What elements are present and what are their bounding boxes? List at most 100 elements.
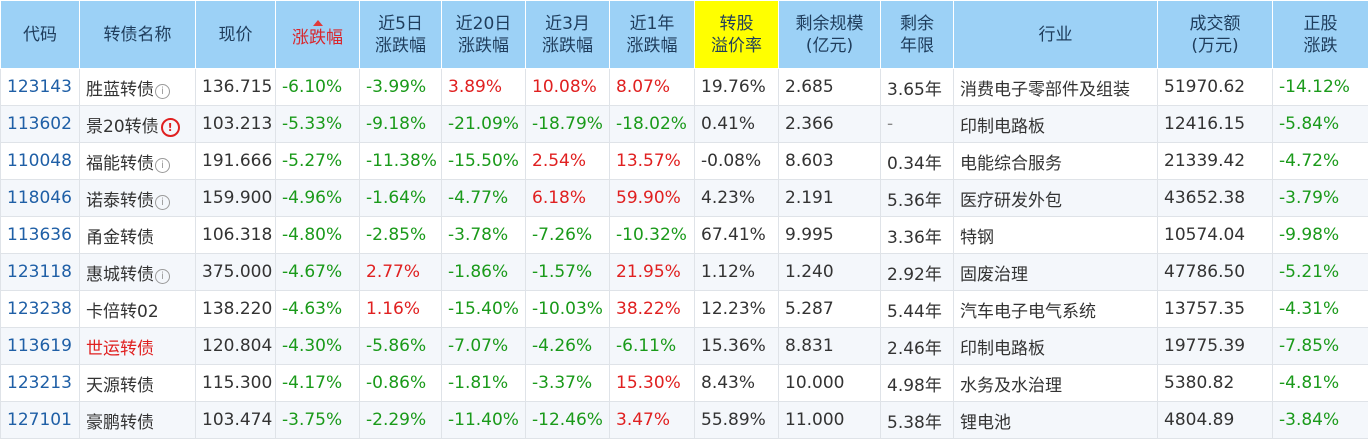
- column-header[interactable]: 近1年 涨跌幅: [609, 0, 695, 69]
- column-header[interactable]: 近3月 涨跌幅: [525, 0, 610, 69]
- column-header[interactable]: 转债名称: [79, 0, 196, 69]
- bond-name[interactable]: 卡倍转02: [79, 290, 196, 328]
- change-5d: -2.29%: [359, 401, 442, 439]
- turnover: 47786.50: [1157, 253, 1273, 291]
- table-row[interactable]: 113619 世运转债 120.804 -4.30% -5.86% -7.07% -4.26…: [0, 327, 1368, 365]
- bond-code[interactable]: 118046: [0, 179, 80, 217]
- bond-name-text[interactable]: 诺泰转债: [86, 190, 154, 211]
- price: 103.213: [195, 105, 276, 143]
- bond-code[interactable]: 113602: [0, 105, 80, 143]
- warning-icon[interactable]: !: [160, 117, 180, 137]
- remaining-scale: 8.831: [778, 327, 881, 365]
- bond-name[interactable]: 诺泰转债 i: [79, 179, 196, 217]
- bond-code[interactable]: 113619: [0, 327, 80, 365]
- remaining-scale: 1.240: [778, 253, 881, 291]
- conversion-premium: 15.36%: [694, 327, 779, 365]
- bond-name[interactable]: 豪鹏转债: [79, 401, 196, 439]
- remaining-years: 4.98年: [880, 364, 954, 402]
- column-header[interactable]: 行业: [953, 0, 1158, 69]
- table-row[interactable]: 127101 豪鹏转债 103.474 -3.75% -2.29% -11.40% -12.…: [0, 401, 1368, 439]
- change-1y: -18.02%: [609, 105, 695, 143]
- table-row[interactable]: 123238 卡倍转02 138.220 -4.63% 1.16% -15.40% -10.…: [0, 290, 1368, 328]
- column-header[interactable]: 正股 涨跌: [1272, 0, 1368, 69]
- bond-code[interactable]: 123238: [0, 290, 80, 328]
- bond-name[interactable]: 世运转债: [79, 327, 196, 365]
- remaining-years: 5.44年: [880, 290, 954, 328]
- column-header[interactable]: 近5日 涨跌幅: [359, 0, 442, 69]
- change-20d: 3.89%: [441, 68, 526, 106]
- sort-up-icon: [312, 20, 323, 26]
- conversion-premium: 55.89%: [694, 401, 779, 439]
- remaining-years: 5.36年: [880, 179, 954, 217]
- table-row[interactable]: 110048 福能转债 i 191.666 -5.27% -11.38% -15.50% 2.…: [0, 142, 1368, 180]
- bond-code[interactable]: 123118: [0, 253, 80, 291]
- remaining-years: 0.34年: [880, 142, 954, 180]
- bond-name-text[interactable]: 景20转债: [86, 116, 159, 137]
- change-pct: -4.80%: [275, 216, 360, 254]
- change-3m: 10.08%: [525, 68, 610, 106]
- bond-name[interactable]: 天源转债: [79, 364, 196, 402]
- table-row[interactable]: 123143 胜蓝转债 i 136.715 -6.10% -3.99% 3.89% 10.08…: [0, 68, 1368, 106]
- change-pct: -4.96%: [275, 179, 360, 217]
- table-row[interactable]: 113602 景20转债! 103.213 -5.33% -9.18% -21.09% -1…: [0, 105, 1368, 143]
- bond-name[interactable]: 惠城转债 i: [79, 253, 196, 291]
- column-header[interactable]: 剩余规模 (亿元): [778, 0, 881, 69]
- change-5d: 1.16%: [359, 290, 442, 328]
- bond-code[interactable]: 110048: [0, 142, 80, 180]
- stock-change: -7.85%: [1272, 327, 1368, 365]
- column-header[interactable]: 转股 溢价率: [694, 0, 779, 69]
- bond-code[interactable]: 113636: [0, 216, 80, 254]
- change-3m: -10.03%: [525, 290, 610, 328]
- change-3m: -4.26%: [525, 327, 610, 365]
- bond-name-text[interactable]: 福能转债: [86, 153, 154, 174]
- change-5d: -11.38%: [359, 142, 442, 180]
- table-row[interactable]: 113636 甬金转债 106.318 -4.80% -2.85% -3.78% -7.26…: [0, 216, 1368, 254]
- bond-name-text[interactable]: 甬金转债: [86, 227, 154, 248]
- bond-name-text[interactable]: 胜蓝转债: [86, 79, 154, 100]
- bond-name[interactable]: 甬金转债: [79, 216, 196, 254]
- price: 191.666: [195, 142, 276, 180]
- change-20d: -3.78%: [441, 216, 526, 254]
- change-5d: -9.18%: [359, 105, 442, 143]
- table-row[interactable]: 118046 诺泰转债 i 159.900 -4.96% -1.64% -4.77% 6.18…: [0, 179, 1368, 217]
- info-icon[interactable]: i: [155, 83, 170, 99]
- bond-code[interactable]: 123143: [0, 68, 80, 106]
- bond-code[interactable]: 123213: [0, 364, 80, 402]
- bond-name-text[interactable]: 卡倍转02: [86, 301, 159, 322]
- change-3m: -18.79%: [525, 105, 610, 143]
- stock-change: -14.12%: [1272, 68, 1368, 106]
- remaining-years: 3.65年: [880, 68, 954, 106]
- change-5d: -0.86%: [359, 364, 442, 402]
- change-pct: -3.75%: [275, 401, 360, 439]
- bond-name[interactable]: 胜蓝转债 i: [79, 68, 196, 106]
- column-header[interactable]: 涨跌幅: [275, 0, 360, 69]
- column-header[interactable]: 现价: [195, 0, 276, 69]
- bond-name-text[interactable]: 世运转债: [86, 338, 154, 359]
- change-5d: -5.86%: [359, 327, 442, 365]
- info-icon[interactable]: i: [155, 268, 170, 284]
- bond-name[interactable]: 景20转债!: [79, 105, 196, 143]
- remaining-scale: 5.287: [778, 290, 881, 328]
- change-3m: -12.46%: [525, 401, 610, 439]
- info-icon[interactable]: i: [155, 157, 170, 173]
- column-header[interactable]: 近20日 涨跌幅: [441, 0, 526, 69]
- turnover: 13757.35: [1157, 290, 1273, 328]
- table-row[interactable]: 123118 惠城转债 i 375.000 -4.67% 2.77% -1.86% -1.57…: [0, 253, 1368, 291]
- bond-name-text[interactable]: 豪鹏转债: [86, 412, 154, 433]
- column-header[interactable]: 剩余 年限: [880, 0, 954, 69]
- change-1y: 59.90%: [609, 179, 695, 217]
- stock-change: -4.81%: [1272, 364, 1368, 402]
- bond-code[interactable]: 127101: [0, 401, 80, 439]
- table-body: 123143 胜蓝转债 i 136.715 -6.10% -3.99% 3.89% 10.08…: [0, 68, 1368, 439]
- bond-name[interactable]: 福能转债 i: [79, 142, 196, 180]
- column-header[interactable]: 代码: [0, 0, 80, 69]
- bond-name-text[interactable]: 天源转债: [86, 375, 154, 396]
- industry: 消费电子零部件及组装: [953, 68, 1158, 106]
- change-5d: -1.64%: [359, 179, 442, 217]
- table-row[interactable]: 123213 天源转债 115.300 -4.17% -0.86% -1.81% -3.37…: [0, 364, 1368, 402]
- info-icon[interactable]: i: [155, 194, 170, 210]
- column-header[interactable]: 成交额 (万元): [1157, 0, 1273, 69]
- price: 103.474: [195, 401, 276, 439]
- bond-name-text[interactable]: 惠城转债: [86, 264, 154, 285]
- price: 138.220: [195, 290, 276, 328]
